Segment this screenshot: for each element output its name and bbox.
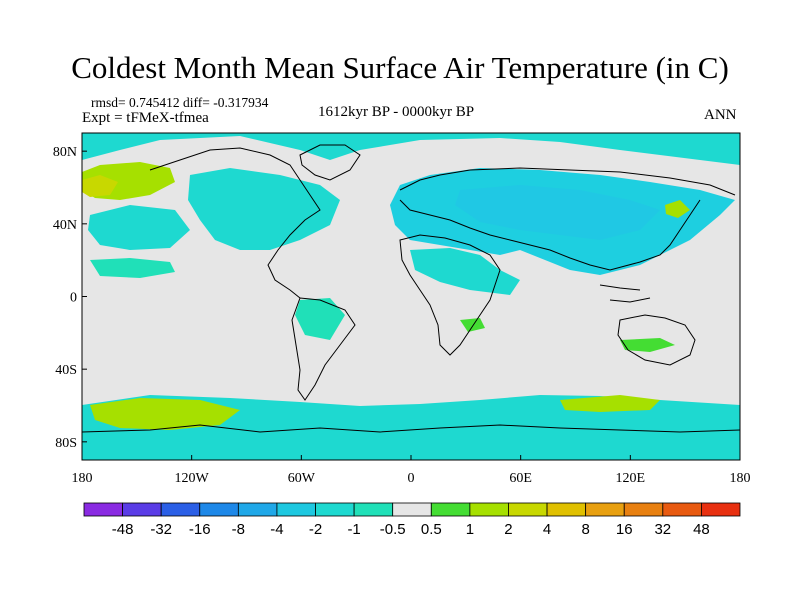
- colorbar-label: -48: [112, 521, 134, 538]
- lon-tick-label: 120W: [175, 471, 210, 486]
- lon-tick-label: 0: [408, 471, 415, 486]
- colorbar-swatch: [508, 502, 548, 517]
- colorbar-swatch: [392, 502, 432, 517]
- colorbar-label: -1: [347, 521, 360, 538]
- coast-africa: [399, 234, 501, 356]
- rmsd-diff-stats: rmsd= 0.745412 diff= -0.317934: [91, 95, 269, 110]
- colorbar-swatch: [546, 502, 587, 517]
- lat-tick-label: 0: [70, 291, 77, 306]
- north-america-cooling-region: [188, 168, 340, 250]
- latitude-axis: 80N 40N 0 40S 80S: [53, 145, 87, 451]
- antarctic-coast-warming-west: [90, 398, 240, 430]
- colorbar-swatch: [237, 502, 278, 517]
- colorbar-label: 8: [581, 521, 589, 538]
- colorbar-label: 48: [693, 521, 710, 538]
- colorbar-swatch: [276, 502, 316, 517]
- colorbar-label: -8: [232, 521, 245, 538]
- lon-tick-label: 60W: [288, 471, 316, 486]
- colorbar-label: 2: [504, 521, 512, 538]
- colorbar-swatch: [122, 502, 162, 517]
- lon-tick-label: 180: [730, 471, 751, 486]
- arctic-cooling-region: [82, 133, 740, 165]
- season-label: ANN: [704, 107, 737, 123]
- coast-north-america: [149, 147, 321, 299]
- colorbar-swatch: [701, 502, 741, 517]
- lat-tick-label: 80N: [53, 145, 77, 160]
- coast-indonesia: [599, 284, 651, 303]
- colorbar-swatch: [353, 502, 394, 517]
- colorbar-label: -4: [270, 521, 283, 538]
- coast-south-america: [291, 297, 356, 401]
- experiment-label: Expt = tFMeX-tfmea: [82, 110, 209, 126]
- lon-tick-label: 60E: [509, 471, 532, 486]
- colorbar-label: -16: [189, 521, 211, 538]
- north-pacific-cooling-region: [88, 205, 190, 250]
- colorbar-label: 0.5: [421, 521, 442, 538]
- coast-antarctica: [82, 424, 740, 433]
- colorbar-label: 16: [616, 521, 633, 538]
- colorbar-label: -2: [309, 521, 322, 538]
- chart-title: Coldest Month Mean Surface Air Temperatu…: [71, 50, 729, 85]
- south-america-cooling-region: [295, 298, 345, 340]
- africa-cooling-region: [410, 248, 520, 295]
- siberia-cooling-region: [455, 185, 660, 240]
- colorbar-swatch: [83, 502, 123, 517]
- lat-tick-label: 80S: [55, 436, 77, 451]
- lat-tick-label: 40N: [53, 218, 77, 233]
- east-asia-warming: [665, 200, 690, 218]
- northwest-atlantic-strong-warming: [82, 175, 118, 197]
- colorbar-label: 32: [654, 521, 671, 538]
- lon-tick-label: 180: [72, 471, 93, 486]
- colorbar-swatch: [662, 502, 702, 517]
- temperature-anomaly-fields: [82, 133, 740, 460]
- southern-ocean-cooling-region: [82, 395, 740, 460]
- indian-ocean-warming: [460, 318, 485, 332]
- colorbar-label: 1: [466, 521, 474, 538]
- colorbar-swatch: [469, 502, 509, 517]
- colorbar-swatch: [315, 502, 355, 517]
- coastlines: [82, 144, 740, 433]
- coast-greenland: [299, 144, 361, 181]
- australia-warming: [620, 338, 675, 352]
- colorbar-label: -32: [150, 521, 172, 538]
- coast-europe-asia: [399, 167, 736, 271]
- colorbar-swatch: [585, 502, 625, 517]
- antarctic-warming-east: [560, 395, 660, 412]
- colorbar-swatch: [430, 502, 471, 517]
- longitude-axis: 180 120W 60W 0 60E 120E 180: [72, 455, 751, 486]
- colorbar-label: -0.5: [380, 521, 406, 538]
- time-period-label: 1612kyr BP - 0000kyr BP: [318, 104, 475, 120]
- colorbar-swatch: [199, 502, 239, 517]
- lon-tick-label: 120E: [616, 471, 646, 486]
- central-pacific-cooling-region: [90, 258, 175, 278]
- colorbar: -48 -32 -16 -8 -4 -2 -1 -0.5 0.5 1 2 4 8 16 32 48: [83, 502, 741, 538]
- lat-tick-label: 40S: [55, 363, 77, 378]
- coast-australia: [617, 314, 696, 366]
- colorbar-label: 4: [543, 521, 551, 538]
- colorbar-swatch: [623, 502, 664, 517]
- colorbar-swatch: [160, 502, 201, 517]
